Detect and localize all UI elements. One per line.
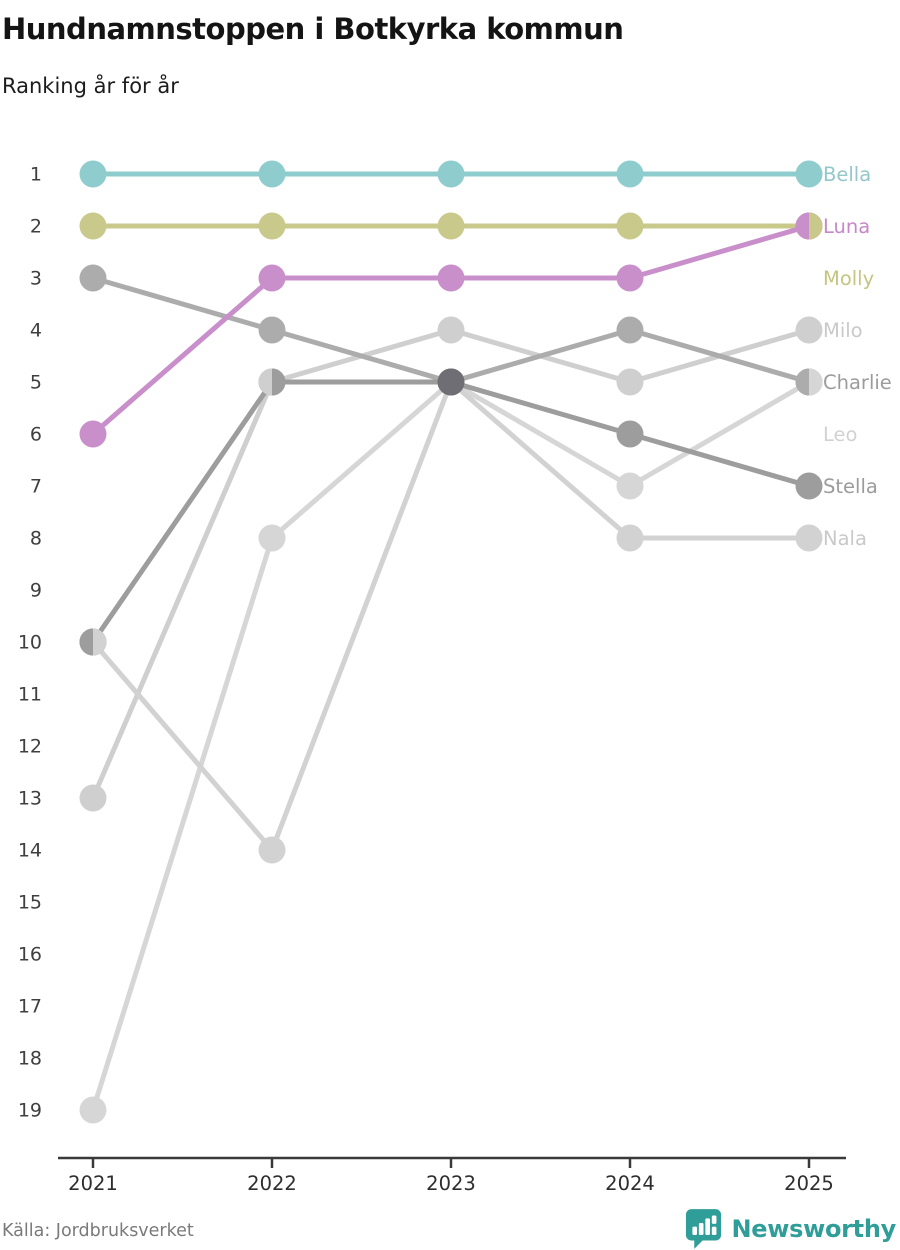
x-tick-label: 2022 <box>247 1172 297 1195</box>
series-dot-molly <box>79 212 107 240</box>
series-label-bella: Bella <box>823 163 871 186</box>
x-tick-label: 2025 <box>784 1172 834 1195</box>
series-dot-leo <box>616 472 644 500</box>
chart-subtitle: Ranking år för år <box>2 74 179 98</box>
page-title: Hundnamnstoppen i Botkyrka kommun <box>2 12 624 46</box>
series-label-charlie: Charlie <box>823 371 892 394</box>
series-dot-stella <box>795 472 823 500</box>
y-tick-label: 13 <box>18 788 42 810</box>
y-tick-label: 11 <box>18 684 42 706</box>
tie-dot-right-half <box>272 368 286 396</box>
series-dot-milo <box>79 784 107 812</box>
series-label-leo: Leo <box>823 423 857 446</box>
series-line-milo <box>90 327 810 799</box>
series-dot-stella <box>616 420 644 448</box>
y-tick-label: 7 <box>30 476 42 498</box>
series-line-stella <box>90 379 810 644</box>
brand-lockup: Newsworthy <box>685 1208 896 1249</box>
series-label-nala: Nala <box>823 527 867 550</box>
y-tick-label: 14 <box>18 840 42 862</box>
y-tick-label: 15 <box>18 892 42 914</box>
y-tick-label: 8 <box>30 528 42 550</box>
y-tick-label: 17 <box>18 996 42 1018</box>
y-tick-label: 4 <box>30 320 42 342</box>
tie-dot-right-half <box>809 368 823 396</box>
series-label-stella: Stella <box>823 475 878 498</box>
y-tick-label: 3 <box>30 268 42 290</box>
series-dot-milo <box>795 316 823 344</box>
series-dot-luna <box>79 420 107 448</box>
series-dot-bella <box>79 160 107 188</box>
series-dot-nala <box>258 836 286 864</box>
tie-dot-left-half <box>795 212 809 240</box>
series-dot-luna <box>437 264 465 292</box>
brand-name: Newsworthy <box>731 1214 896 1243</box>
series-dot-leo <box>79 1096 107 1124</box>
tie-dot-left-half <box>258 368 272 396</box>
tie-dot-left-half <box>79 628 93 656</box>
series-dot-molly <box>616 212 644 240</box>
series-dot-nala <box>616 524 644 552</box>
series-dot-leo <box>258 524 286 552</box>
x-tick-label: 2024 <box>605 1172 655 1195</box>
series-dot-nala <box>795 524 823 552</box>
y-tick-label: 18 <box>18 1048 42 1070</box>
series-dot-bella <box>258 160 286 188</box>
series-dot-milo <box>437 316 465 344</box>
series-dot-charlie <box>258 316 286 344</box>
series-dot-molly <box>258 212 286 240</box>
x-tick-label: 2023 <box>426 1172 476 1195</box>
y-tick-label: 1 <box>30 164 42 186</box>
y-tick-label: 19 <box>18 1100 42 1122</box>
y-tick-label: 10 <box>18 632 42 654</box>
series-dot-luna <box>258 264 286 292</box>
tie-dot <box>437 368 465 396</box>
series-dot-bella <box>795 160 823 188</box>
series-label-luna: Luna <box>823 215 870 238</box>
y-tick-label: 16 <box>18 944 42 966</box>
newsworthy-logo-icon <box>686 1209 722 1249</box>
series-dot-bella <box>616 160 644 188</box>
y-tick-label: 2 <box>30 216 42 238</box>
tie-dot-left-half <box>795 368 809 396</box>
tie-dot-right-half <box>93 628 107 656</box>
source-note: Källa: Jordbruksverket <box>2 1221 194 1241</box>
y-tick-label: 6 <box>30 424 42 446</box>
y-tick-label: 9 <box>30 580 42 602</box>
series-dot-luna <box>616 264 644 292</box>
series-dot-milo <box>616 368 644 396</box>
y-tick-label: 12 <box>18 736 42 758</box>
series-dot-charlie <box>616 316 644 344</box>
tie-dot-right-half <box>809 212 823 240</box>
series-dot-molly <box>437 212 465 240</box>
x-tick-label: 2021 <box>68 1172 118 1195</box>
series-label-milo: Milo <box>823 319 863 342</box>
series-label-molly: Molly <box>823 267 874 290</box>
series-dot-charlie <box>79 264 107 292</box>
series-line-leo <box>90 379 811 1111</box>
series-dot-bella <box>437 160 465 188</box>
y-tick-label: 5 <box>30 372 42 394</box>
